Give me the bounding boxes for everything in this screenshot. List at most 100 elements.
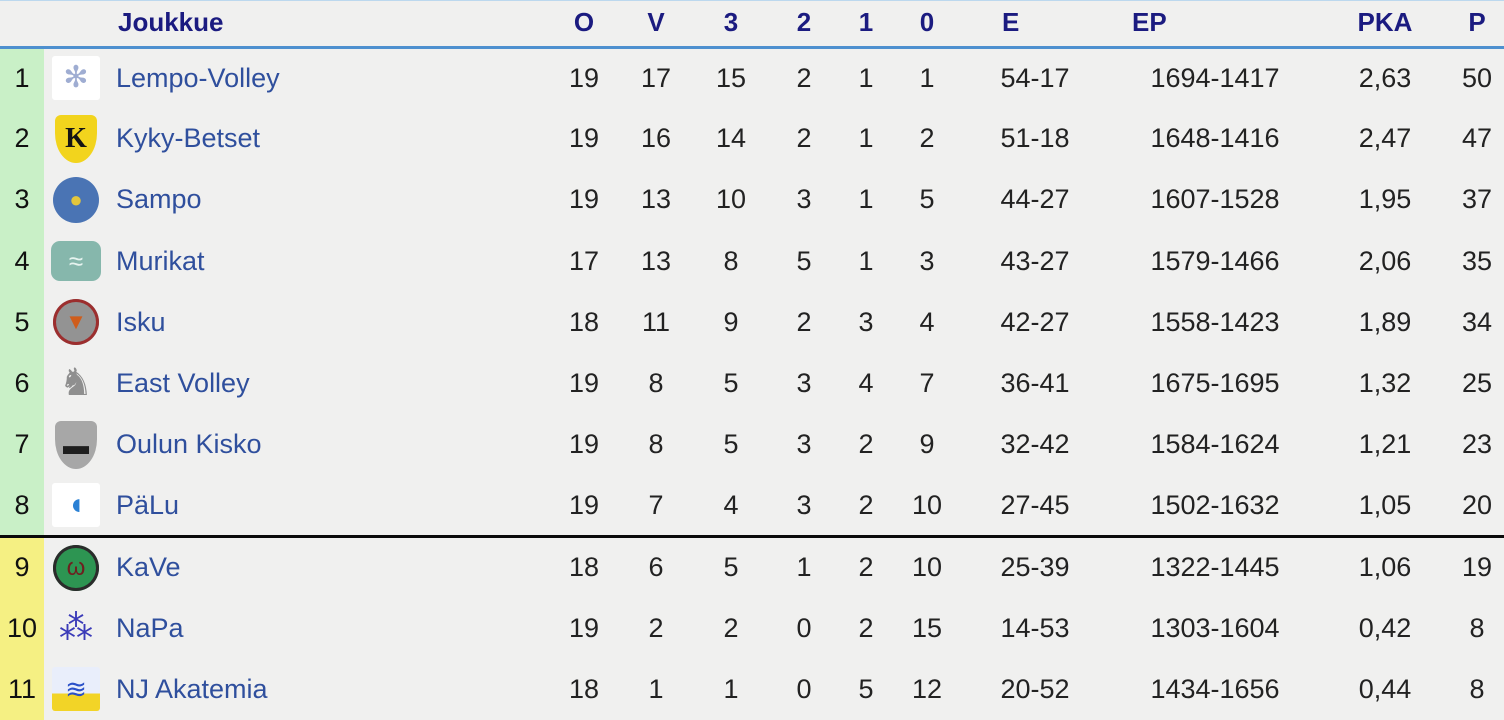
cell-w1: 2 <box>858 612 874 643</box>
cell-pka: 0,44 <box>1358 673 1412 704</box>
kave-logo[interactable]: ω <box>53 544 99 591</box>
isku-logo[interactable]: ▼ <box>53 299 99 346</box>
cell-w1: 2 <box>838 534 894 598</box>
cell-v: 13 <box>640 245 672 276</box>
team-link[interactable]: KaVe <box>116 552 181 583</box>
cell-ep: 1579-1466 <box>1150 245 1280 276</box>
cell-w3: 5 <box>723 367 739 398</box>
cell-w2: 0 <box>796 612 812 643</box>
table-row: 10 ⁂ NaPa 19 2 2 0 2 15 14-53 1303-1604 0,42 8 <box>0 597 1504 659</box>
team-link[interactable]: Sampo <box>116 184 202 215</box>
logo-glyph: ✻ <box>63 61 89 95</box>
team-link[interactable]: Lempo-Volley <box>116 62 280 93</box>
sampo-logo[interactable]: ● <box>53 176 99 223</box>
cell-e: 43-27 <box>1000 245 1070 276</box>
team-link[interactable]: PäLu <box>116 489 180 520</box>
rank-cell: 4 <box>0 230 44 292</box>
cell-w1: 5 <box>858 673 874 704</box>
cell-v: 1 <box>648 673 664 704</box>
team-link[interactable]: Murikat <box>116 245 205 276</box>
cell-ep: 1303-1604 <box>1150 612 1280 643</box>
rank-cell: 7 <box>0 414 44 476</box>
team-link[interactable]: NJ Akatemia <box>116 673 268 704</box>
table-row: 7 ▬ Oulun Kisko 19 8 5 3 2 9 32-42 1584-1624 1,21 23 <box>0 414 1504 476</box>
cell-e: 14-53 <box>1000 612 1070 643</box>
cell-pka: 1,06 <box>1320 534 1450 598</box>
team-cell: Oulun Kisko <box>108 414 548 475</box>
cell-w3: 5 <box>723 429 739 460</box>
cell-w1: 3 <box>858 306 874 337</box>
cell-w0: 1 <box>919 62 935 93</box>
team-cell: Murikat <box>108 231 548 292</box>
logo-glyph: ● <box>69 186 83 212</box>
team-cell: KaVe <box>108 534 548 598</box>
cell-w3: 10 <box>715 184 747 215</box>
logo-cell: ω <box>44 534 108 598</box>
team-cell: NJ Akatemia <box>108 659 548 720</box>
header-rank <box>0 0 44 49</box>
team-link[interactable]: Kyky-Betset <box>116 123 261 154</box>
cell-v: 8 <box>648 367 664 398</box>
cell-pka: 1,05 <box>1358 489 1412 520</box>
cell-ep: 1322-1445 <box>1110 534 1320 598</box>
cell-o: 19 <box>568 123 600 154</box>
cell-w1: 1 <box>858 123 874 154</box>
table-row: 9 ω KaVe 18 6 5 1 2 10 25-39 1322-1445 1,06 19 <box>0 534 1504 598</box>
cell-w3: 14 <box>715 123 747 154</box>
cell-o: 19 <box>568 62 600 93</box>
cell-p: 34 <box>1461 306 1493 337</box>
cell-o: 18 <box>548 534 620 598</box>
rank-cell: 8 <box>0 475 44 537</box>
header-team: Joukkue <box>108 0 548 49</box>
cell-ep: 1502-1632 <box>1150 489 1280 520</box>
rank-cell: 5 <box>0 291 44 353</box>
table-row: 2 K Kyky-Betset 19 16 14 2 1 2 51-18 1648-1416 2,47… <box>0 108 1504 170</box>
cell-p: 25 <box>1461 367 1493 398</box>
cell-w2: 2 <box>796 62 812 93</box>
team-link[interactable]: East Volley <box>116 367 250 398</box>
cell-w1: 1 <box>858 62 874 93</box>
nj-akatemia-logo[interactable]: ≋ <box>52 667 100 712</box>
logo-cell: ◖ <box>44 475 108 536</box>
cell-e: 25-39 <box>960 534 1110 598</box>
rank-cell: 9 <box>0 534 44 598</box>
cell-pka: 1,95 <box>1358 184 1412 215</box>
cell-e: 54-17 <box>1000 62 1070 93</box>
cell-e: 51-18 <box>1000 123 1070 154</box>
cell-ep: 1558-1423 <box>1150 306 1280 337</box>
cell-pka: 0,42 <box>1358 612 1412 643</box>
team-link[interactable]: Isku <box>116 306 166 337</box>
cell-w2: 5 <box>796 245 812 276</box>
team-link[interactable]: NaPa <box>116 612 184 643</box>
cell-v: 8 <box>648 429 664 460</box>
cell-p: 19 <box>1450 534 1504 598</box>
cell-w3: 4 <box>723 489 739 520</box>
rank-cell: 11 <box>0 658 44 720</box>
lempo-volley-logo[interactable]: ✻ <box>52 56 100 101</box>
cell-e: 36-41 <box>1000 367 1070 398</box>
team-link[interactable]: Oulun Kisko <box>116 429 262 460</box>
cell-pka: 2,47 <box>1358 123 1412 154</box>
cell-e: 27-45 <box>1000 489 1070 520</box>
cell-w3: 1 <box>723 673 739 704</box>
murikat-logo[interactable]: ≈ <box>51 241 101 282</box>
cell-w2: 0 <box>796 673 812 704</box>
cell-w1: 4 <box>858 367 874 398</box>
oulun-kisko-logo[interactable]: ▬ <box>55 420 97 469</box>
cell-w3: 15 <box>715 62 747 93</box>
napa-logo[interactable]: ⁂ <box>52 606 100 650</box>
logo-cell: ♞ <box>44 353 108 414</box>
logo-cell: ⁂ <box>44 598 108 659</box>
palu-logo[interactable]: ◖ <box>52 483 100 528</box>
cell-p: 8 <box>1469 673 1485 704</box>
cell-w0: 3 <box>919 245 935 276</box>
cell-w0: 5 <box>919 184 935 215</box>
logo-cell: K <box>44 108 108 169</box>
east-volley-logo[interactable]: ♞ <box>52 361 100 405</box>
cell-v: 11 <box>641 306 671 337</box>
cell-ep: 1648-1416 <box>1150 123 1280 154</box>
team-cell: NaPa <box>108 598 548 659</box>
cell-w2: 2 <box>796 306 812 337</box>
kyky-betset-logo[interactable]: K <box>55 114 97 163</box>
